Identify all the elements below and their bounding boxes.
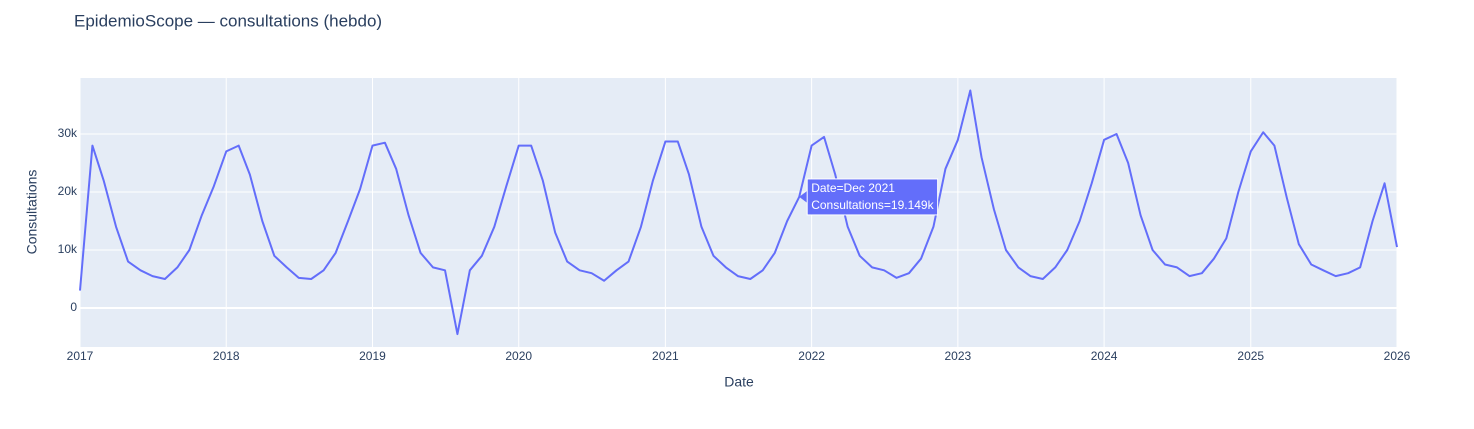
x-tick-label: 2025 xyxy=(1237,349,1264,363)
tooltip-pointer xyxy=(799,190,808,203)
x-tick-label: 2019 xyxy=(359,349,386,363)
tooltip-box xyxy=(806,178,939,216)
y-tick-label: 10k xyxy=(58,242,78,256)
tooltip-text: Date=Dec 2021 xyxy=(811,181,895,195)
x-tick-label: 2021 xyxy=(652,349,679,363)
x-axis-title: Date xyxy=(724,374,754,390)
tooltip-text: Consultations=19.149k xyxy=(811,198,934,212)
x-tick-label: 2020 xyxy=(505,349,532,363)
y-tick-label: 0 xyxy=(70,300,77,314)
y-tick-label: 30k xyxy=(58,126,78,140)
y-tick-label: 20k xyxy=(58,184,78,198)
x-tick-label: 2026 xyxy=(1384,349,1411,363)
x-tick-label: 2024 xyxy=(1091,349,1118,363)
data-line xyxy=(79,89,1398,336)
x-tick-label: 2018 xyxy=(213,349,240,363)
x-tick-label: 2023 xyxy=(945,349,972,363)
plot-area xyxy=(80,78,1397,347)
x-tick-label: 2017 xyxy=(67,349,94,363)
chart-title: EpidemioScope — consultations (hebdo) xyxy=(74,11,382,30)
y-axis-title: Consultations xyxy=(24,170,40,255)
x-tick-label: 2022 xyxy=(798,349,825,363)
tooltip: Date=Dec 2021 Consultations=19.149k xyxy=(799,178,939,216)
